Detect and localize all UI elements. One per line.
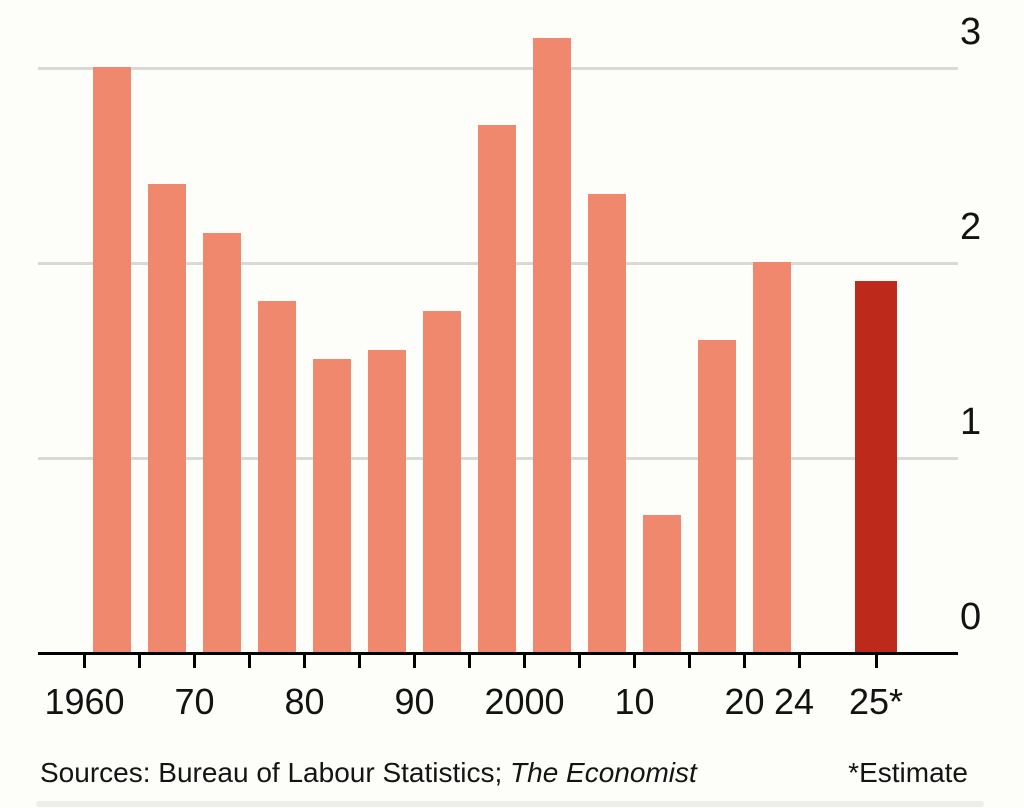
x-axis-tick: [248, 652, 251, 668]
bottom-artifact: [36, 801, 984, 807]
x-axis-label: 2000: [484, 681, 565, 722]
x-axis-label: 20: [724, 681, 765, 722]
gridline: [38, 67, 958, 70]
bar: [643, 515, 681, 652]
bar: [368, 350, 406, 652]
bar: [423, 311, 461, 652]
source-note: Sources: Bureau of Labour Statistics; Th…: [40, 756, 697, 790]
x-axis-tick: [523, 652, 526, 668]
x-axis-label: 25*: [848, 681, 904, 722]
y-axis-label: 0: [960, 596, 982, 638]
x-axis-tick: [468, 652, 471, 668]
x-axis-tick: [578, 652, 581, 668]
x-axis-tick: [798, 652, 801, 668]
bar: [203, 233, 241, 652]
bar: [478, 125, 516, 652]
bar-estimate: [855, 281, 897, 652]
source-note-text: Sources: Bureau of Labour Statistics;: [40, 757, 511, 788]
bar: [313, 359, 351, 652]
x-axis-label: 1960: [44, 681, 125, 722]
x-axis-tick: [413, 652, 416, 668]
x-axis-tick: [303, 652, 306, 668]
x-axis-tick: [874, 652, 878, 668]
x-axis-label: 80: [284, 681, 325, 722]
x-axis-tick: [193, 652, 196, 668]
bar: [698, 340, 736, 652]
x-axis-label: 10: [614, 681, 655, 722]
bar: [258, 301, 296, 652]
x-axis-tick: [358, 652, 361, 668]
bar: [753, 262, 791, 652]
x-axis-line: [38, 652, 958, 655]
x-axis-label: 24: [773, 681, 815, 722]
bar: [533, 38, 571, 652]
bar: [148, 184, 186, 652]
source-note-publication: The Economist: [510, 757, 697, 788]
x-axis-label: 70: [174, 681, 215, 722]
x-axis-label: 90: [394, 681, 435, 722]
x-axis-tick: [743, 652, 746, 668]
x-axis-tick: [138, 652, 141, 668]
y-axis-label: 2: [960, 206, 982, 248]
x-axis-tick: [633, 652, 636, 668]
y-axis-label: 3: [960, 11, 982, 53]
bar: [93, 67, 131, 652]
y-axis-label: 1: [960, 401, 982, 443]
x-axis-tick: [688, 652, 691, 668]
x-axis-tick: [83, 652, 86, 668]
estimate-note: *Estimate: [848, 757, 968, 788]
bar: [588, 194, 626, 652]
